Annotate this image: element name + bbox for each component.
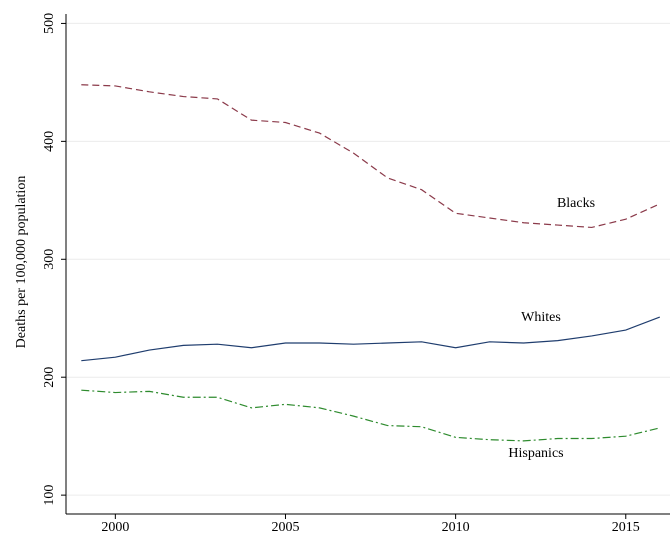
series-label: Hispanics	[508, 446, 563, 461]
x-tick-label: 2005	[271, 520, 299, 534]
y-tick-label: 400	[42, 131, 57, 152]
series-label: Blacks	[557, 196, 595, 211]
x-tick-label: 2015	[612, 520, 640, 534]
series-line	[81, 316, 661, 362]
series-line	[81, 389, 660, 442]
y-tick-label: 300	[42, 249, 57, 270]
y-tick-label: 100	[42, 485, 57, 506]
y-axis-label: Deaths per 100,000 population	[14, 176, 29, 349]
x-tick-label: 2000	[101, 520, 129, 534]
series-label: Whites	[521, 310, 561, 325]
x-tick-label: 2010	[442, 520, 470, 534]
y-tick-label: 500	[42, 13, 57, 34]
y-tick-label: 200	[42, 367, 57, 388]
